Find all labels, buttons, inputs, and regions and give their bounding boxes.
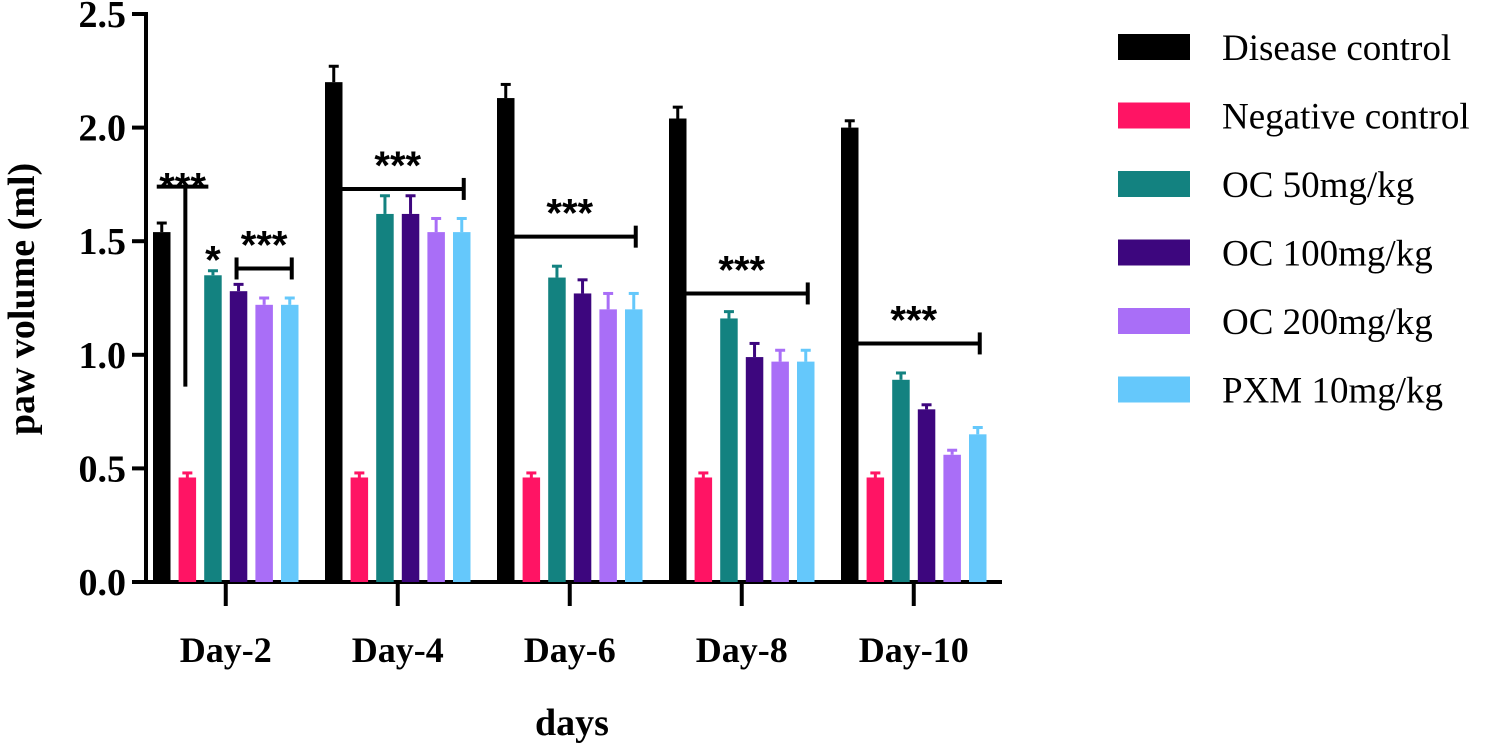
bar <box>969 434 987 582</box>
legend-swatch <box>1118 308 1190 334</box>
bar <box>866 477 885 582</box>
bar <box>522 477 541 582</box>
bar <box>917 409 936 582</box>
bar <box>745 357 764 582</box>
legend-swatch <box>1118 239 1190 266</box>
x-tick-label: Day-2 <box>180 630 272 670</box>
legend-swatch <box>1118 171 1190 197</box>
x-tick-label: Day-6 <box>524 630 616 670</box>
significance-label: * <box>205 238 221 282</box>
bar <box>694 477 713 582</box>
significance-label: *** <box>718 248 765 292</box>
x-tick-label: Day-8 <box>696 630 788 670</box>
axes: 0.0 0.5 1.0 1.5 2.0 2.5 Day-2 Day-4 Day-6 Day-8 Da… <box>79 0 1002 670</box>
x-tick-label: Day-10 <box>859 630 969 670</box>
legend-label: Negative control <box>1222 97 1470 138</box>
bar <box>625 309 643 582</box>
y-tick-label: 1.5 <box>79 221 127 263</box>
legend-label: OC 50mg/kg <box>1222 165 1414 206</box>
legend: Disease control Negative control OC 50mg/k… <box>1118 28 1470 412</box>
bar <box>255 304 273 582</box>
significance-annotations: **** *************** <box>156 144 982 387</box>
bar <box>497 98 515 583</box>
bar <box>771 361 789 582</box>
bar <box>401 213 420 582</box>
x-axis-title: days <box>535 702 609 744</box>
significance-label: *** <box>546 192 593 236</box>
bar <box>599 309 617 582</box>
bar <box>669 118 687 583</box>
legend-swatch <box>1118 102 1190 129</box>
legend-label: OC 100mg/kg <box>1222 234 1433 275</box>
significance-label: *** <box>241 223 288 267</box>
bar <box>892 379 910 582</box>
bar <box>350 477 369 582</box>
legend-swatch <box>1118 376 1190 403</box>
significance-label: *** <box>374 144 421 188</box>
bar <box>573 293 592 582</box>
bar <box>325 82 343 582</box>
y-tick-label: 0.5 <box>79 448 127 490</box>
bar <box>153 232 171 582</box>
bar <box>178 477 197 582</box>
bar <box>841 127 859 582</box>
bar <box>797 361 815 582</box>
legend-label: OC 200mg/kg <box>1222 302 1433 343</box>
legend-label: Disease control <box>1222 28 1451 69</box>
y-tick-label: 2.0 <box>79 108 127 150</box>
legend-swatch <box>1118 34 1190 60</box>
x-tick-label: Day-4 <box>352 630 444 670</box>
bar <box>204 275 222 582</box>
bar <box>720 318 738 582</box>
bars <box>153 64 987 583</box>
bar <box>427 232 445 582</box>
bar <box>548 277 566 582</box>
significance-label: *** <box>159 166 206 210</box>
bar <box>943 454 961 582</box>
y-tick-label: 0.0 <box>79 562 127 604</box>
y-tick-label: 1.0 <box>79 335 127 377</box>
bar <box>281 304 299 582</box>
bar <box>453 232 471 582</box>
y-axis-title: paw volume (ml) <box>1 163 43 435</box>
bar <box>376 213 394 582</box>
significance-label: *** <box>890 298 937 342</box>
bar <box>229 291 248 582</box>
y-tick-label: 2.5 <box>79 0 127 36</box>
legend-label: PXM 10mg/kg <box>1222 371 1443 412</box>
